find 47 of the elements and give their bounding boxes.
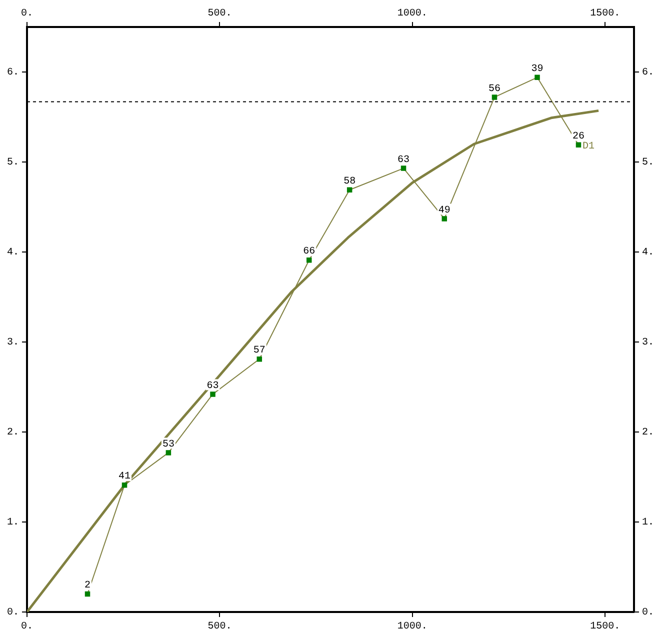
x2-tick-label: 0. [20, 622, 34, 633]
annotation: 63 [398, 154, 410, 166]
y-tick-label: 3. [6, 338, 19, 349]
point [84, 591, 90, 597]
annotation: 58 [344, 176, 356, 188]
annotation: 53 [162, 439, 174, 450]
y2-tick-label: 4. [642, 248, 654, 259]
y2-tick-label: 1. [642, 518, 654, 529]
point [534, 74, 540, 80]
series-label: D1 [582, 142, 595, 153]
point [442, 216, 448, 222]
y2-tick-label: 5. [642, 158, 654, 169]
x2-tick-label: 1000. [397, 622, 428, 633]
y2-tick-label: 0. [642, 608, 654, 619]
annotation: 63 [206, 380, 219, 392]
y-tick-label: 0. [6, 608, 19, 619]
y-tick-label: 1. [6, 518, 19, 529]
annotation: 57 [253, 346, 266, 357]
y-tick-label: 5. [6, 158, 19, 169]
point [122, 482, 128, 488]
x2-tick-label: 500. [208, 622, 232, 633]
y2-tick-label: 6. [642, 68, 654, 79]
x-tick-label: 500. [208, 8, 232, 20]
annotation: 39 [531, 64, 544, 76]
y2-tick-label: 3. [642, 338, 654, 349]
x-tick-label: 1500. [590, 8, 620, 20]
annotation: 66 [303, 246, 316, 258]
x-tick-label: 1000. [397, 8, 428, 20]
y-tick-label: 2. [6, 428, 19, 439]
annotation: 41 [118, 472, 131, 483]
point [400, 166, 406, 171]
point [166, 450, 172, 456]
point [576, 142, 582, 148]
point [256, 356, 262, 362]
y2-tick-label: 2. [642, 428, 654, 439]
point [210, 392, 216, 397]
annotation: 56 [488, 84, 500, 95]
x2-tick-label: 1500. [590, 622, 620, 633]
annotation: 2 [84, 580, 91, 592]
y-tick-label: 4. [6, 248, 19, 259]
annotation: 49 [438, 205, 450, 216]
y-tick-label: 6. [6, 68, 19, 79]
annotation: 26 [572, 132, 585, 143]
point [346, 187, 352, 193]
x-tick-label: 0. [20, 8, 34, 20]
point [492, 94, 498, 100]
point [306, 257, 312, 263]
